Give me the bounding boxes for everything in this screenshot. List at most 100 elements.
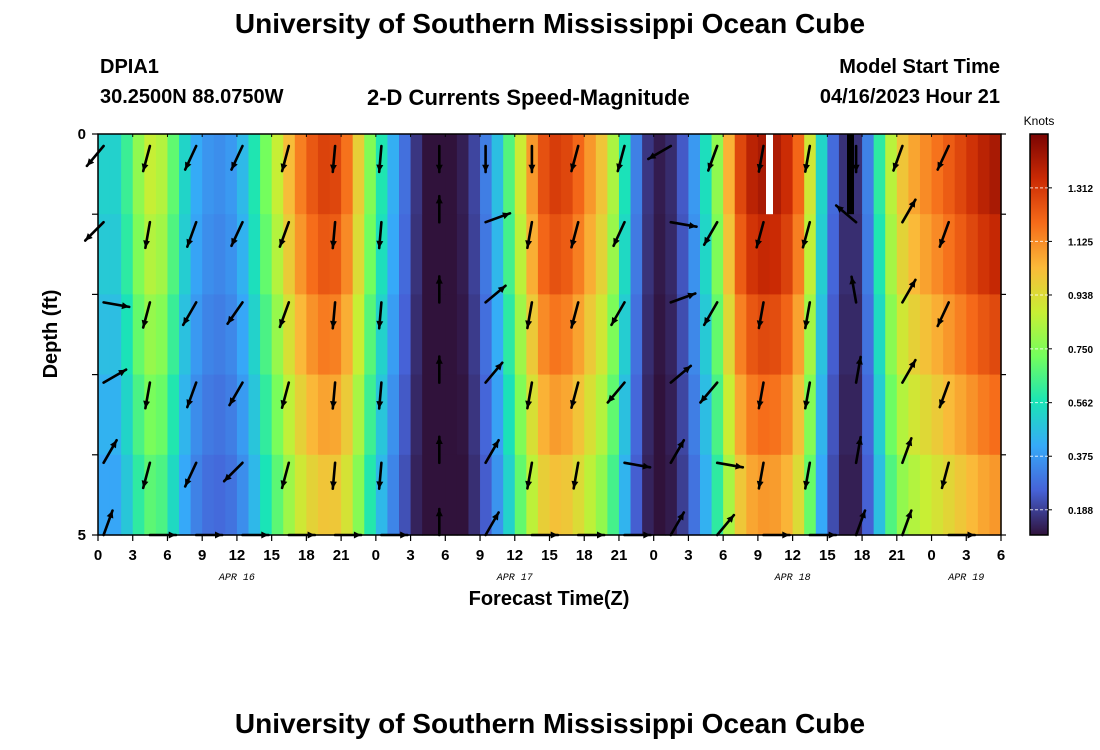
heatmap-cell: [387, 454, 400, 536]
heatmap-cell: [144, 294, 157, 376]
x-axis-label: Forecast Time(Z): [469, 588, 630, 610]
heatmap-cell: [167, 214, 180, 295]
arrow-head: [186, 399, 193, 408]
heatmap-cell: [480, 214, 493, 295]
heatmap-cell: [260, 454, 273, 536]
station-id: DPIA1: [100, 56, 159, 78]
x-tick-label: 3: [684, 547, 692, 564]
heatmap-cell: [734, 374, 747, 456]
arrow-head: [940, 480, 948, 488]
heatmap-cell: [294, 294, 307, 376]
arrow-head: [849, 276, 857, 285]
heatmap-cell: [375, 294, 389, 376]
current-arrow: [901, 358, 917, 384]
heatmap-cell: [838, 294, 852, 376]
heatmap-cell: [700, 214, 713, 295]
heatmap-cell: [572, 374, 585, 456]
arrow-head: [525, 240, 533, 248]
heatmap-cell: [329, 214, 342, 295]
current-arrow: [616, 144, 626, 173]
heatmap-cell: [781, 294, 794, 376]
heatmap-cell: [213, 454, 226, 536]
heatmap-cell: [132, 294, 145, 376]
current-arrow: [756, 461, 765, 490]
arrow-head: [376, 481, 384, 489]
heatmap-cell: [144, 454, 157, 536]
heatmap-cell: [537, 134, 551, 215]
arrow-head: [755, 239, 762, 248]
heatmap-cell: [561, 294, 574, 376]
colorbar: 0.188 0.375 0.562 0.750 0.938 1.125 1.312 Knots: [1024, 114, 1093, 536]
current-arrow: [186, 220, 198, 248]
arrow-head: [801, 239, 809, 248]
bad-data-column: [766, 134, 773, 215]
heatmap-cell: [584, 454, 597, 536]
current-arrow: [280, 144, 291, 173]
heatmap-cell: [885, 294, 898, 376]
heatmap-cell: [283, 214, 296, 295]
heatmap-cell: [480, 134, 493, 215]
heatmap-cell: [919, 214, 933, 295]
heatmap-cell: [341, 134, 354, 215]
heatmap-cell: [595, 294, 608, 376]
current-arrow: [484, 284, 507, 304]
arrow-head: [330, 164, 337, 172]
current-arrow: [702, 220, 719, 246]
heatmap-cell: [896, 214, 909, 295]
heatmap-cell: [850, 214, 863, 295]
heatmap-cell: [260, 214, 273, 295]
heatmap-cell: [977, 134, 991, 215]
current-arrow: [482, 144, 490, 174]
heatmap-cell: [225, 294, 238, 376]
heatmap-cell: [514, 294, 527, 376]
arrow-head: [683, 365, 691, 374]
heatmap-cell: [213, 134, 226, 215]
heatmap-cell: [885, 454, 898, 536]
arrow-head: [939, 399, 946, 408]
heatmap-cell: [642, 454, 655, 536]
heatmap-cell: [213, 214, 226, 295]
current-arrow: [756, 144, 765, 173]
heatmap-cell: [561, 214, 574, 295]
heatmap-cell: [352, 374, 365, 456]
page-title: University of Southern Mississippi Ocean…: [234, 8, 866, 39]
heatmap-cell: [838, 214, 852, 295]
heatmap-cell: [410, 294, 423, 376]
heatmap-cell: [746, 214, 759, 295]
current-arrow: [801, 220, 812, 249]
current-arrow: [102, 438, 118, 465]
arrow-head: [613, 237, 620, 246]
arrow-head: [435, 436, 443, 444]
heatmap-cell: [931, 454, 944, 536]
arrow-head: [570, 319, 577, 328]
arrow-head: [756, 320, 764, 328]
heatmap-cell: [723, 134, 736, 215]
heatmap-cell: [225, 374, 238, 456]
arrow-head: [121, 302, 130, 310]
heatmap-cell: [514, 134, 527, 215]
heatmap-cell: [630, 134, 643, 215]
heatmap-cell: [248, 374, 261, 456]
arrow-head: [756, 480, 764, 489]
current-arrow: [646, 144, 673, 161]
heatmap-cell: [630, 374, 643, 456]
heatmap-cell: [850, 374, 863, 456]
arrow-head: [859, 510, 866, 519]
heatmap-cell: [225, 214, 238, 295]
x-tick-label: 15: [819, 547, 836, 564]
heatmap-cell: [954, 214, 967, 295]
heatmap-cell: [317, 454, 331, 536]
arrow-head: [492, 440, 499, 449]
current-arrow: [755, 220, 765, 249]
arrow-head: [528, 164, 536, 172]
heatmap-cell: [306, 294, 319, 376]
heatmap-cell: [931, 294, 944, 376]
heatmap-cell: [190, 214, 203, 295]
arrow-head: [937, 318, 944, 326]
heatmap-cell: [202, 214, 215, 295]
current-arrow: [230, 220, 244, 248]
arrow-head: [106, 510, 114, 519]
heatmap-cell: [665, 214, 678, 295]
heatmap-cell: [294, 214, 307, 295]
current-arrow: [143, 220, 152, 250]
